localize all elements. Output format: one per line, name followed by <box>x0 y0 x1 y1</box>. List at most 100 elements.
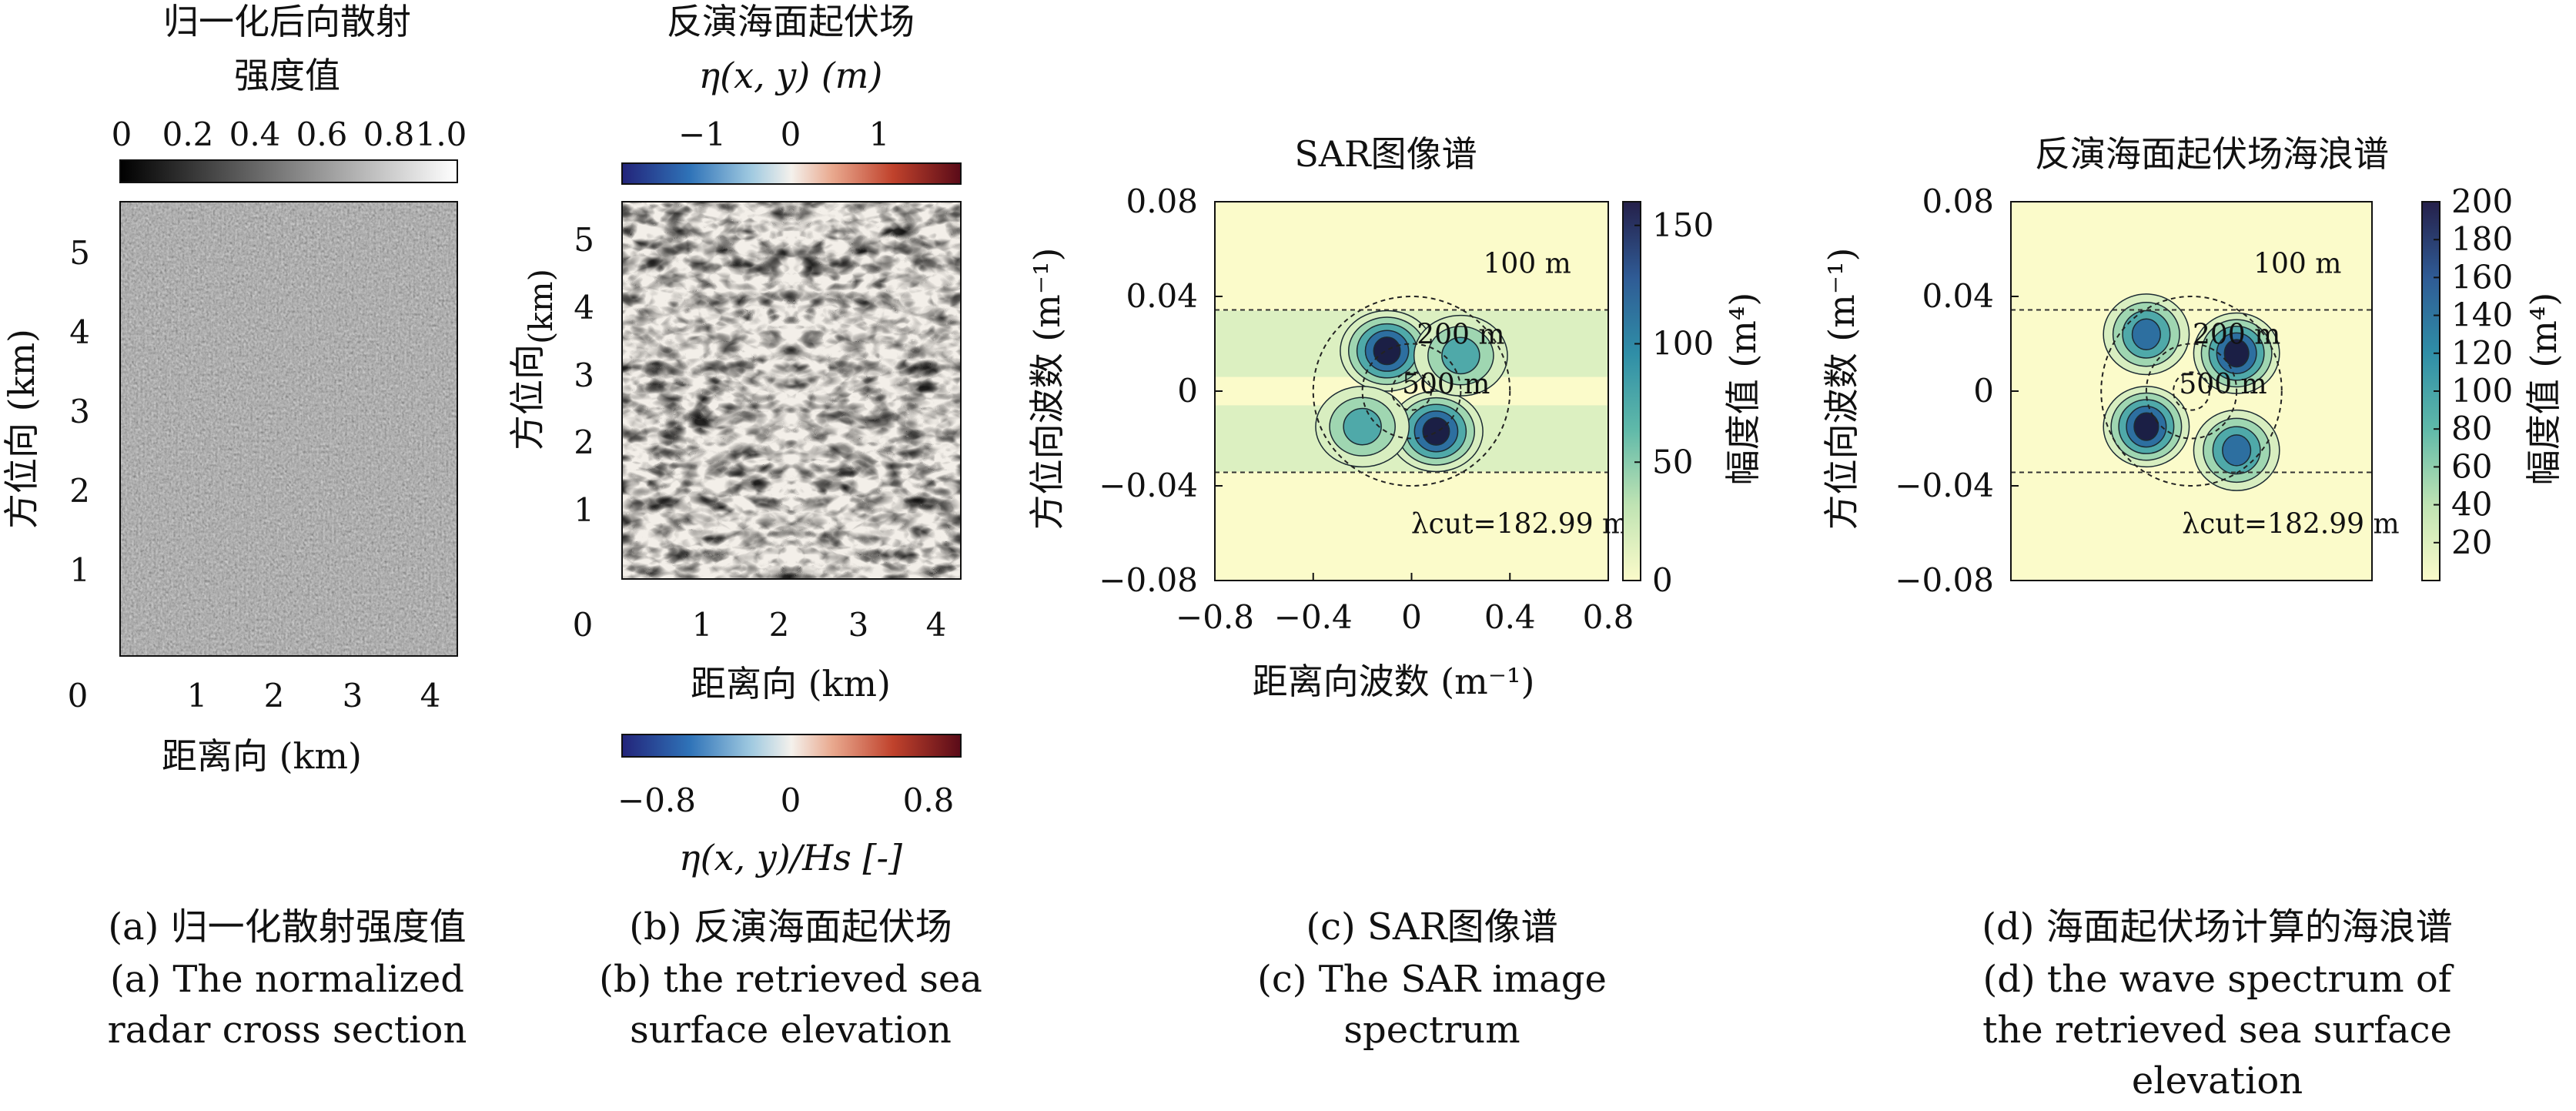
colorbar-tick-label: 20 <box>2451 524 2492 561</box>
spectrum-peak-contour <box>1441 336 1480 375</box>
ytick-label: 0.08 <box>1126 182 1198 220</box>
panel-c-colorbar <box>1622 201 1641 581</box>
panel-b: 反演海面起伏场 η(x, y) (m) −1 0 1 1 2 3 4 5 0 1… <box>507 1 982 1052</box>
ytick-label: 0.04 <box>1922 277 1994 315</box>
spectrum-peak-contour <box>1343 407 1382 446</box>
panel-a-ytick: 2 <box>69 472 90 510</box>
colorbar-tick-label: 80 <box>2451 410 2492 447</box>
panel-a-colorbar <box>119 159 458 183</box>
colorbar-tick-label: 150 <box>1652 206 1714 244</box>
panel-c-ylabel: 方位向波数 (m⁻¹) <box>1026 248 1068 530</box>
xtick-label: 0.4 <box>1484 598 1536 636</box>
wavelength-circle-500m <box>1390 371 1433 411</box>
ytick-label: −0.04 <box>1895 467 1994 504</box>
panel-c-caption-line: (c) SAR图像谱 <box>1306 905 1557 949</box>
panel-a-title-line1: 归一化后向散射 <box>163 1 411 42</box>
xtick-label: 0 <box>1401 598 1422 636</box>
panel-c-caption-line: (c) The SAR image <box>1257 958 1607 1001</box>
panel-a-ytick: 1 <box>69 551 90 589</box>
spectrum-peak-contour <box>1373 336 1401 366</box>
panel-a-cbar-tick: 0.2 <box>162 115 214 153</box>
panel-b-colorbar-bottom <box>621 734 962 758</box>
spectrum-peak-contour <box>2222 434 2252 467</box>
panel-b-cbar-top-tick: 1 <box>869 115 890 153</box>
panel-b-colorbar-top <box>621 162 962 185</box>
panel-a-cbar-tick: 0 <box>112 115 132 153</box>
panel-d-plot-bg <box>2011 202 2372 581</box>
panel-b-caption-line: surface elevation <box>630 1009 952 1052</box>
panel-a-xtick: 1 <box>187 677 208 714</box>
circle-label-500m: 500 m <box>1402 369 1490 400</box>
panel-b-xtick: 1 <box>692 606 713 644</box>
panel-a-title-line2: 强度值 <box>234 55 340 96</box>
panel-b-title-line1: 反演海面起伏场 <box>667 1 915 42</box>
panel-d-ylabel: 方位向波数 (m⁻¹) <box>1821 248 1862 530</box>
spectrum-peak-contour <box>2131 318 2161 350</box>
panel-d-colorbar-label: 幅度值 (m⁴) <box>2523 293 2564 486</box>
circle-label-500m: 500 m <box>2179 369 2267 400</box>
panel-a-xtick: 2 <box>264 677 285 714</box>
panel-b-xtick: 4 <box>926 606 947 644</box>
panel-b-cbar-bottom-label: η(x, y)/Hs [-] <box>679 837 902 878</box>
wavelength-circle-200m <box>2145 343 2238 440</box>
colorbar-tick-label: 140 <box>2451 296 2513 334</box>
wavelength-circle-100m <box>1312 296 1511 487</box>
panel-d-caption-line: the retrieved sea surface <box>1982 1009 2452 1052</box>
panel-c-caption-line: spectrum <box>1343 1009 1520 1052</box>
ytick-label: −0.08 <box>1099 561 1198 599</box>
panel-b-ytick: 2 <box>574 423 594 461</box>
ytick-label: 0 <box>1973 372 1994 410</box>
circle-label-200m: 200 m <box>1417 320 1504 351</box>
ytick-label: 0 <box>1177 372 1198 410</box>
panel-c-xlabel: 距离向波数 (m⁻¹) <box>1253 661 1535 702</box>
colorbar-tick-label: 180 <box>2451 220 2513 258</box>
ytick-label: −0.08 <box>1895 561 1994 599</box>
colorbar-tick-label: 50 <box>1652 443 1693 480</box>
spectrum-peak-contour <box>2133 412 2159 441</box>
panel-a-xtick: 0 <box>68 677 89 714</box>
panel-b-caption-line: (b) the retrieved sea <box>599 958 982 1001</box>
spectrum-peak-contour <box>2223 339 2250 368</box>
xtick-label: −0.4 <box>1274 598 1353 636</box>
colorbar-tick-label: 160 <box>2451 258 2513 296</box>
panel-c: SAR图像谱 100 m 200 m 500 m λcut=182.99 m 0.08… <box>1026 133 1764 1052</box>
panel-b-ylabel-unit: (km) <box>522 269 560 344</box>
panel-b-cbar-top-tick: −1 <box>678 115 726 153</box>
circle-label-100m: 100 m <box>1483 248 1571 279</box>
cutoff-label: λcut=182.99 m <box>2182 509 2399 540</box>
panel-b-cbar-top-tick: 0 <box>781 115 801 153</box>
panel-b-ytick: 3 <box>574 356 594 394</box>
panel-b-xtick: 2 <box>769 606 790 644</box>
colorbar-tick-label: 200 <box>2451 182 2513 220</box>
wavelength-circle-500m <box>2173 371 2210 411</box>
panel-a-caption-line: radar cross section <box>108 1009 467 1052</box>
panel-b-cbar-bottom-tick: 0 <box>781 781 801 819</box>
colorbar-tick-label: 120 <box>2451 334 2513 372</box>
panel-a-xtick: 4 <box>420 677 441 714</box>
panel-b-ytick: 4 <box>574 289 594 326</box>
colorbar-tick-label: 0 <box>1652 561 1673 599</box>
circle-label-100m: 100 m <box>2253 248 2341 279</box>
panel-a-ylabel: 方位向 (km) <box>1 329 42 529</box>
panel-b-ytick: 5 <box>574 221 594 259</box>
wavelength-circle-200m <box>1361 343 1462 440</box>
panel-a-ytick: 3 <box>69 393 90 430</box>
panel-a-cbar-tick: 1.0 <box>416 115 467 153</box>
panel-b-title-line2: η(x, y) (m) <box>699 55 883 96</box>
colorbar-tick-label: 100 <box>1652 325 1714 363</box>
xtick-label: 0.8 <box>1583 598 1634 636</box>
panel-c-colorbar-label: 幅度值 (m⁴) <box>1722 293 1764 486</box>
cutoff-label: λcut=182.99 m <box>1411 509 1628 540</box>
colorbar-tick-label: 100 <box>2451 372 2513 410</box>
panel-a-cbar-tick: 0.6 <box>296 115 348 153</box>
colorbar-tick-label: 40 <box>2451 486 2492 524</box>
panel-a-image <box>119 201 458 657</box>
panel-a-xtick: 3 <box>343 677 363 714</box>
panel-a-xlabel: 距离向 (km) <box>162 735 362 777</box>
circle-label-200m: 200 m <box>2193 320 2280 351</box>
panel-d-caption-line: (d) the wave spectrum of <box>1982 958 2454 1001</box>
panel-d-caption-line: elevation <box>2132 1059 2303 1103</box>
panel-b-cbar-bottom-tick: 0.8 <box>903 781 955 819</box>
